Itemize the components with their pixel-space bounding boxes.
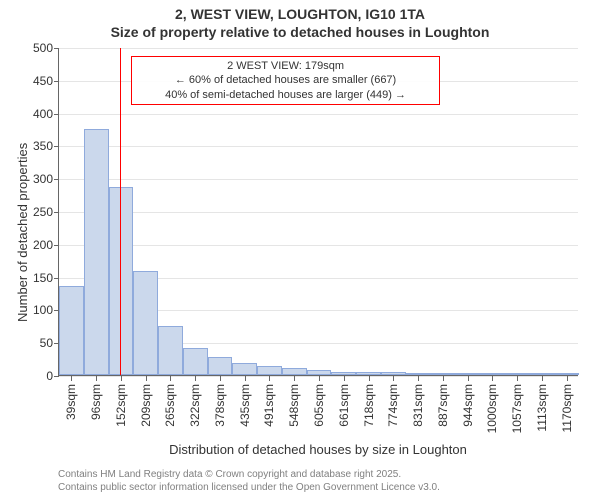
histogram-bar bbox=[331, 372, 356, 375]
histogram-bar bbox=[232, 363, 257, 375]
y-tick-label: 450 bbox=[33, 74, 59, 88]
annotation-line-2: ← 60% of detached houses are smaller (66… bbox=[136, 73, 436, 87]
x-tick-mark bbox=[121, 376, 122, 381]
y-tick-label: 300 bbox=[33, 172, 59, 186]
x-tick-mark bbox=[344, 376, 345, 381]
annotation-line-1: 2 WEST VIEW: 179sqm bbox=[136, 59, 436, 73]
footer-line-1: Contains HM Land Registry data © Crown c… bbox=[58, 468, 440, 481]
x-tick-mark bbox=[418, 376, 419, 381]
x-tick-label: 661sqm bbox=[337, 384, 351, 427]
x-tick-mark bbox=[71, 376, 72, 381]
annotation-box: 2 WEST VIEW: 179sqm← 60% of detached hou… bbox=[131, 56, 441, 105]
x-tick-label: 152sqm bbox=[114, 384, 128, 427]
x-tick-label: 605sqm bbox=[312, 384, 326, 427]
x-tick-label: 265sqm bbox=[163, 384, 177, 427]
annotation-line-3: 40% of semi-detached houses are larger (… bbox=[136, 88, 436, 102]
x-tick-mark bbox=[245, 376, 246, 381]
histogram-bar bbox=[282, 368, 307, 375]
chart-title: 2, WEST VIEW, LOUGHTON, IG10 1TA bbox=[0, 6, 600, 22]
x-tick-mark bbox=[195, 376, 196, 381]
x-tick-label: 887sqm bbox=[436, 384, 450, 427]
x-tick-mark bbox=[517, 376, 518, 381]
gridline bbox=[59, 245, 578, 246]
y-axis-label: Number of detached properties bbox=[15, 143, 30, 322]
chart-container: 2, WEST VIEW, LOUGHTON, IG10 1TA Size of… bbox=[0, 0, 600, 500]
histogram-bar bbox=[133, 271, 158, 375]
gridline bbox=[59, 212, 578, 213]
histogram-bar bbox=[59, 286, 84, 375]
histogram-bar bbox=[307, 370, 332, 375]
x-tick-label: 1000sqm bbox=[485, 384, 499, 433]
x-tick-label: 435sqm bbox=[238, 384, 252, 427]
x-tick-label: 491sqm bbox=[262, 384, 276, 427]
footer-line-2: Contains public sector information licen… bbox=[58, 481, 440, 494]
x-tick-mark bbox=[369, 376, 370, 381]
y-tick-label: 0 bbox=[46, 369, 59, 383]
x-tick-mark bbox=[170, 376, 171, 381]
histogram-bar bbox=[480, 373, 505, 375]
x-tick-mark bbox=[146, 376, 147, 381]
x-tick-mark bbox=[269, 376, 270, 381]
footer-attribution: Contains HM Land Registry data © Crown c… bbox=[58, 468, 440, 494]
reference-line bbox=[120, 48, 121, 375]
histogram-bar bbox=[257, 366, 282, 375]
x-tick-mark bbox=[96, 376, 97, 381]
x-tick-label: 774sqm bbox=[386, 384, 400, 427]
y-tick-label: 150 bbox=[33, 271, 59, 285]
histogram-bar bbox=[381, 372, 406, 375]
x-tick-label: 1170sqm bbox=[560, 384, 574, 432]
x-tick-mark bbox=[468, 376, 469, 381]
x-tick-label: 209sqm bbox=[139, 384, 153, 427]
x-tick-mark bbox=[542, 376, 543, 381]
histogram-bar bbox=[356, 372, 381, 375]
histogram-bar bbox=[406, 373, 431, 375]
histogram-bar bbox=[554, 373, 579, 375]
x-tick-label: 1113sqm bbox=[535, 384, 549, 432]
histogram-bar bbox=[455, 373, 480, 375]
x-tick-mark bbox=[393, 376, 394, 381]
histogram-bar bbox=[505, 373, 530, 375]
x-tick-label: 718sqm bbox=[362, 384, 376, 427]
x-tick-label: 944sqm bbox=[461, 384, 475, 427]
x-tick-mark bbox=[294, 376, 295, 381]
gridline bbox=[59, 146, 578, 147]
histogram-bar bbox=[158, 326, 183, 375]
histogram-bar bbox=[84, 129, 109, 375]
y-tick-label: 400 bbox=[33, 107, 59, 121]
y-tick-label: 350 bbox=[33, 139, 59, 153]
x-axis-label: Distribution of detached houses by size … bbox=[58, 442, 578, 457]
x-tick-mark bbox=[567, 376, 568, 381]
x-tick-mark bbox=[492, 376, 493, 381]
x-tick-label: 322sqm bbox=[188, 384, 202, 427]
x-tick-mark bbox=[443, 376, 444, 381]
x-tick-label: 378sqm bbox=[213, 384, 227, 427]
plot-area: 05010015020025030035040045050039sqm96sqm… bbox=[58, 48, 578, 376]
gridline bbox=[59, 114, 578, 115]
y-tick-label: 50 bbox=[40, 336, 59, 350]
y-tick-label: 250 bbox=[33, 205, 59, 219]
x-tick-label: 548sqm bbox=[287, 384, 301, 427]
gridline bbox=[59, 48, 578, 49]
histogram-bar bbox=[208, 357, 233, 375]
y-tick-label: 200 bbox=[33, 238, 59, 252]
histogram-bar bbox=[430, 373, 455, 375]
x-tick-label: 831sqm bbox=[411, 384, 425, 427]
chart-subtitle: Size of property relative to detached ho… bbox=[0, 24, 600, 40]
x-tick-label: 96sqm bbox=[89, 384, 103, 420]
x-tick-label: 39sqm bbox=[64, 384, 78, 420]
y-tick-label: 500 bbox=[33, 41, 59, 55]
x-tick-mark bbox=[220, 376, 221, 381]
histogram-bar bbox=[183, 348, 208, 375]
x-tick-mark bbox=[319, 376, 320, 381]
x-tick-label: 1057sqm bbox=[510, 384, 524, 433]
gridline bbox=[59, 179, 578, 180]
y-tick-label: 100 bbox=[33, 303, 59, 317]
histogram-bar bbox=[529, 373, 554, 375]
